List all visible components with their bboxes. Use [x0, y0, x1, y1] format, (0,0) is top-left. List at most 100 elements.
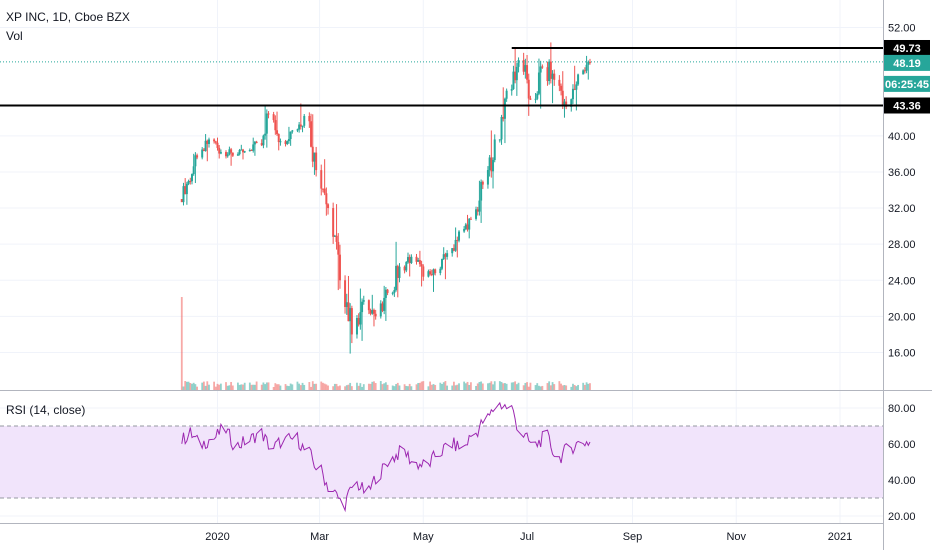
volume-bar — [204, 385, 207, 390]
volume-bar — [442, 382, 445, 390]
candle-body — [357, 317, 360, 325]
rsi-tick-label: 40.00 — [888, 475, 916, 487]
candle-body — [201, 149, 204, 158]
volume-bar — [432, 384, 435, 390]
volume-bar — [267, 382, 270, 390]
volume-bar — [230, 381, 233, 390]
candle-body — [444, 254, 447, 257]
volume-bar — [391, 385, 394, 390]
volume-bar — [369, 383, 372, 390]
price-tick-label: 28.00 — [888, 239, 916, 251]
volume-bar — [475, 385, 477, 390]
rsi-tick-label: 80.00 — [888, 403, 916, 415]
volume-bar — [572, 383, 574, 390]
volume-bar — [481, 383, 484, 390]
candle-body — [301, 125, 304, 127]
candle-body — [515, 66, 518, 81]
candle-body — [478, 200, 481, 212]
candle-body — [230, 149, 233, 153]
volume-bar — [344, 386, 346, 390]
volume-bar — [339, 385, 341, 390]
volume-bar — [347, 384, 350, 390]
candle-body — [492, 160, 495, 172]
candle-body — [536, 93, 539, 99]
volume-bar — [514, 381, 517, 390]
candle-body — [216, 142, 219, 148]
candle-body — [427, 271, 430, 277]
volume-bar — [252, 384, 255, 390]
candle-body — [534, 98, 537, 100]
volume-bar — [464, 383, 467, 390]
candle-body — [204, 140, 207, 152]
volume-bar — [504, 383, 506, 390]
candle-body — [398, 266, 401, 278]
volume-bar — [466, 381, 469, 390]
candle-body — [347, 302, 350, 322]
candle-body — [517, 60, 520, 67]
volume-bar — [196, 386, 198, 390]
candle-body — [408, 257, 411, 263]
volume-bar — [367, 383, 370, 390]
candle-body — [524, 65, 527, 72]
candle-body — [287, 139, 290, 142]
volume-bar — [313, 383, 316, 390]
candle-body — [367, 300, 370, 311]
volume-bar — [220, 383, 222, 390]
candle-body — [350, 308, 353, 335]
candle-body — [403, 266, 406, 271]
candle-body — [325, 193, 328, 205]
volume-bar — [298, 383, 301, 390]
volume-bar — [226, 385, 229, 390]
candle-body — [429, 271, 432, 275]
candle-body — [493, 139, 496, 161]
candle-body — [213, 139, 216, 142]
candle-body — [196, 155, 199, 158]
volume-bar — [296, 381, 299, 390]
volume-bar — [549, 385, 552, 390]
candle-body — [279, 141, 282, 143]
candle-body — [503, 98, 506, 119]
candle-body — [432, 269, 435, 275]
candle-body — [184, 186, 187, 195]
volume-bar — [216, 383, 219, 390]
candle-body — [488, 157, 491, 171]
candle-body — [311, 146, 314, 162]
time-tick-label: Sep — [623, 531, 643, 543]
countdown-tag: 06:25:45 — [885, 79, 929, 91]
candle-body — [393, 290, 396, 293]
candle-body — [561, 90, 564, 106]
candle-body — [458, 231, 461, 241]
volume-bar — [582, 382, 585, 390]
candle-body — [238, 149, 241, 155]
candle-body — [298, 124, 301, 130]
candle-body — [206, 140, 209, 144]
candle-body — [451, 248, 454, 254]
volume-bar — [577, 384, 579, 390]
volume-bar — [255, 381, 258, 390]
candle-body — [541, 66, 544, 68]
volume-bar — [515, 384, 518, 390]
candle-body — [219, 152, 222, 154]
volume-bar — [408, 383, 411, 390]
volume-bar — [240, 384, 243, 390]
volume-bar — [492, 384, 494, 390]
candle-body — [289, 131, 292, 140]
volume-bar — [439, 382, 442, 390]
volume-bar — [381, 384, 384, 390]
volume-bar — [453, 381, 455, 390]
volume-bar — [422, 381, 425, 390]
candle-body — [405, 261, 408, 271]
volume-bar — [276, 384, 278, 390]
candle-body — [182, 186, 185, 203]
candle-body — [415, 256, 418, 262]
volume-bar — [546, 383, 549, 390]
volume-bar — [301, 382, 304, 390]
candle-body — [553, 73, 556, 80]
candle-body — [291, 130, 294, 132]
volume-bar — [277, 384, 280, 390]
volume-bar — [541, 385, 544, 390]
candle-body — [420, 264, 423, 267]
volume-bar — [310, 386, 312, 390]
candle-body — [466, 224, 469, 230]
